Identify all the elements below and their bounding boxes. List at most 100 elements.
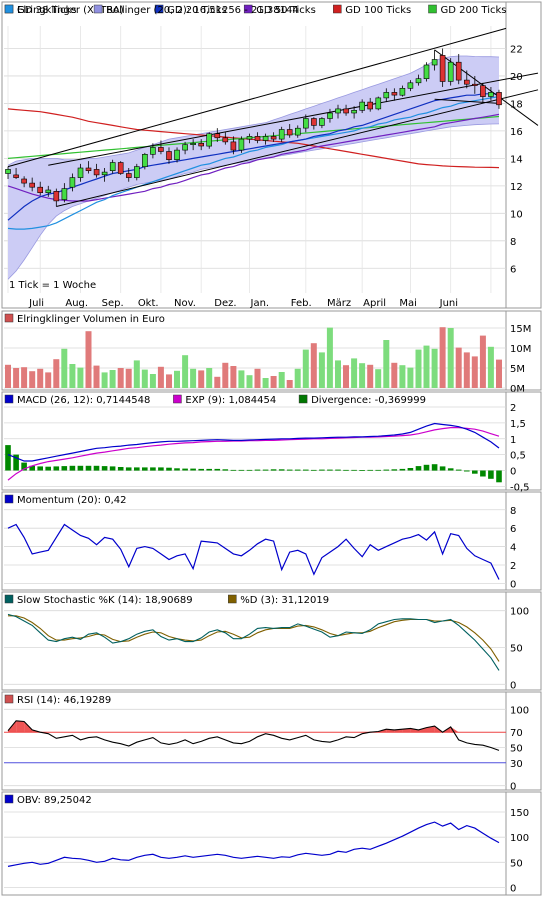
candle-body (117, 162, 124, 174)
candle-body (238, 138, 245, 151)
rsi-line (7, 720, 500, 751)
candle-body (246, 136, 253, 140)
divergence-bar (190, 468, 196, 471)
divergence-bar (150, 467, 156, 471)
divergence-bar (319, 469, 325, 471)
volume-bar (487, 346, 494, 388)
sma20-line (7, 93, 499, 221)
candle-body (45, 189, 52, 194)
divergence-bar (238, 469, 245, 471)
divergence-bar (496, 470, 502, 483)
divergence-bar (335, 469, 341, 471)
volume-bar (383, 340, 390, 388)
candle-body (351, 110, 357, 114)
candle-body (77, 167, 84, 178)
y-tick-label-price: 10 (510, 209, 523, 220)
legend-swatch-rsi (4, 694, 14, 704)
x-tick-label-month: Sep. (102, 298, 124, 309)
y-tick-label-stochastic: 50 (510, 644, 523, 655)
y-tick-label-macd: 0 (510, 467, 516, 478)
divergence-bar (270, 469, 277, 471)
legend-label-momentum: Momentum (20): 0,42 (17, 495, 127, 506)
candle-body (439, 55, 446, 82)
volume-bar (238, 370, 245, 388)
legend-label-stochastic: %D (3): 31,12019 (240, 595, 329, 606)
divergence-bar (447, 468, 454, 471)
candle-body (254, 136, 261, 141)
divergence-bar (21, 462, 27, 471)
volume-bar (479, 335, 486, 388)
candle-body (166, 151, 172, 160)
divergence-bar (45, 466, 51, 471)
candle-body (311, 118, 317, 126)
legend-label-price: GD 100 Ticks (345, 5, 411, 16)
volume-bar (198, 370, 205, 388)
candle-body (319, 118, 325, 126)
candle-body (206, 133, 212, 147)
candle-body (109, 162, 116, 171)
divergence-bar (134, 467, 140, 471)
divergence-bar (5, 445, 11, 471)
candle-body (463, 79, 470, 85)
volume-bar (286, 380, 293, 388)
x-tick-label-month: Jan. (250, 298, 270, 309)
y-tick-label-rsi: 100 (510, 705, 529, 716)
volume-bar (101, 372, 108, 388)
candle-body (85, 167, 92, 172)
divergence-bar (142, 467, 148, 471)
y-tick-label-obv: 0 (510, 883, 516, 894)
divergence-bar (182, 468, 188, 471)
divergence-bar (77, 465, 84, 471)
legend-swatch-price (93, 4, 103, 14)
bollinger-band-area (8, 56, 499, 280)
volume-bar (278, 372, 285, 388)
y-tick-label-rsi: 70 (510, 728, 523, 739)
candle-body (5, 169, 11, 174)
divergence-bar (407, 468, 414, 471)
volume-bar (254, 368, 261, 388)
divergence-bar (37, 466, 43, 471)
momentum-line (7, 523, 500, 580)
legend-label-obv: OBV: 89,25042 (17, 795, 92, 806)
divergence-bar (343, 469, 349, 471)
volume-bar (343, 365, 349, 388)
legend-label-stochastic: Slow Stochastic %K (14): 18,90689 (17, 595, 193, 606)
y-tick-label-rsi: 30 (510, 759, 523, 770)
candle-body (327, 112, 333, 119)
divergence-bar (69, 465, 76, 471)
volume-bar (222, 362, 229, 388)
candle-body (262, 136, 269, 141)
candle-body (447, 61, 454, 82)
x-tick-label-month: Aug. (65, 298, 88, 309)
y-tick-label-stochastic: 100 (510, 607, 529, 618)
divergence-bar (254, 469, 261, 471)
volume-bar (496, 359, 502, 388)
volume-bar (326, 327, 333, 388)
y-tick-label-macd: -0,5 (510, 482, 530, 493)
volume-bar (246, 375, 253, 388)
legend-label-price: GD 20 Ticks (167, 5, 227, 16)
y-tick-label-momentum: 2 (510, 561, 516, 572)
x-tick-label-month: Feb. (291, 298, 312, 309)
volume-bar (439, 327, 446, 388)
divergence-bar (53, 466, 60, 471)
obv-line (7, 821, 500, 867)
volume-bar (455, 347, 462, 388)
divergence-bar (359, 470, 365, 471)
sma100-line (7, 108, 500, 169)
divergence-bar (278, 469, 285, 471)
volume-bar (351, 358, 358, 388)
divergence-bar (472, 470, 478, 474)
volume-bar (335, 360, 341, 388)
candle-body (488, 92, 494, 97)
candle-body (359, 101, 366, 111)
y-tick-label-rsi: 50 (510, 744, 523, 755)
volume-bar (125, 368, 132, 388)
y-tick-label-price: 6 (510, 264, 516, 275)
volume-bar (294, 368, 301, 388)
volume-bar (318, 352, 325, 388)
sma50-line (7, 113, 500, 202)
divergence-bar (230, 469, 237, 471)
candle-body (431, 59, 438, 66)
